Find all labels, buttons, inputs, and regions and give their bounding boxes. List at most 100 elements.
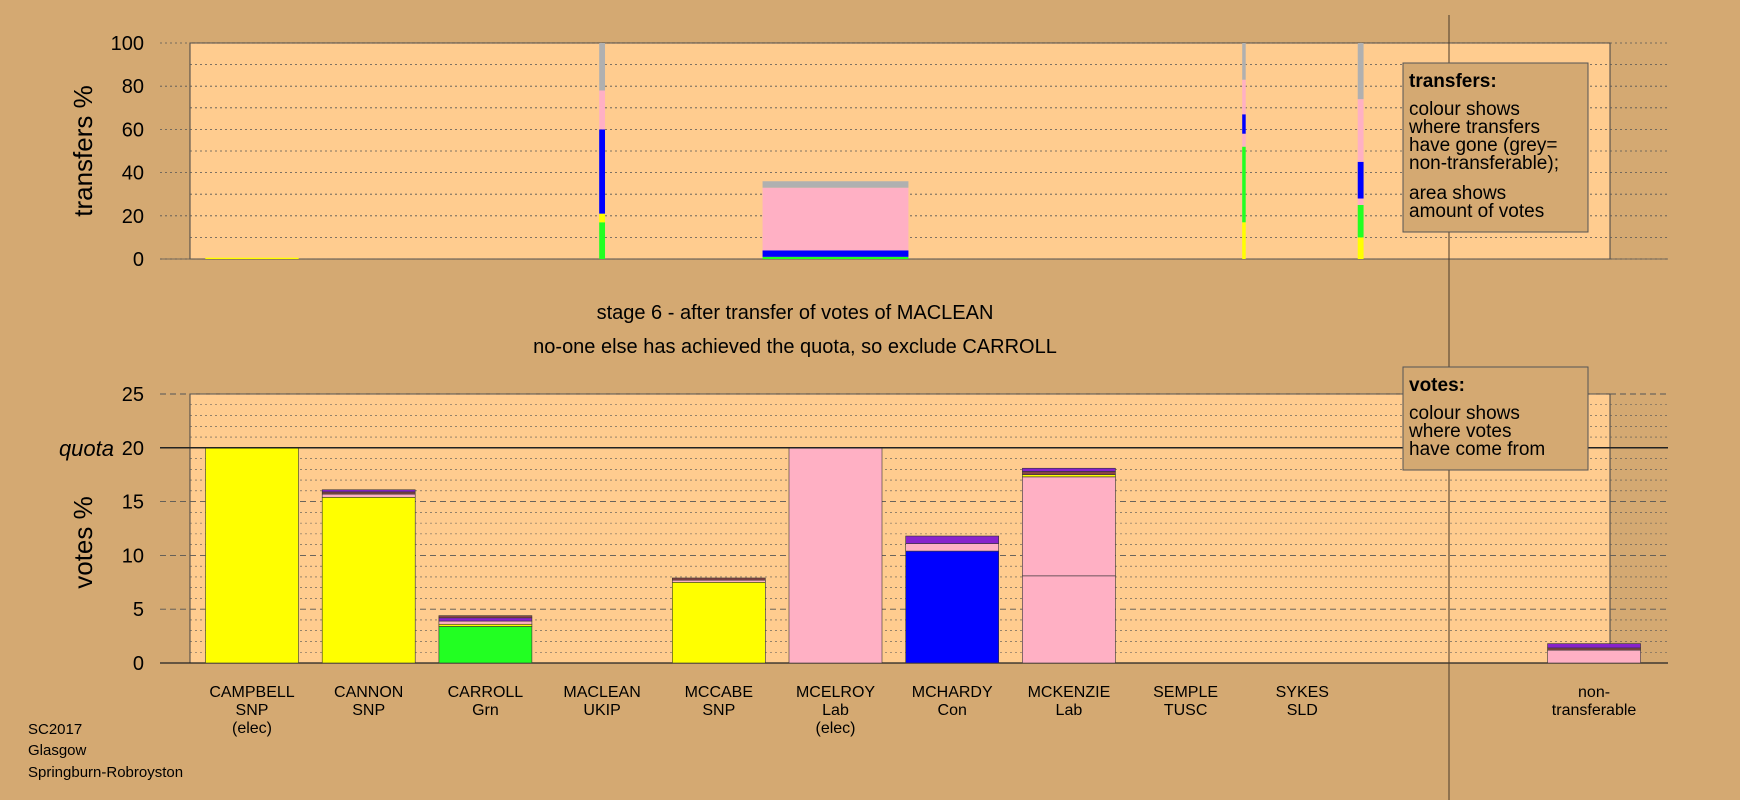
transfer-segment-lab (599, 90, 606, 130)
candidate-label: MACLEAN (563, 684, 640, 701)
candidate-label: (elec) (815, 720, 855, 737)
transfer-segment-grn (762, 256, 909, 259)
candidate-label: SYKES (1276, 684, 1329, 701)
transfer-segment-nontransferable (1357, 43, 1364, 100)
vote-segment-snp (205, 447, 299, 664)
votes-legend-title: votes: (1409, 375, 1465, 396)
candidate-label: SNP (236, 702, 269, 719)
transfer-segment-con (1242, 114, 1246, 134)
votes-y-tick-label: 0 (133, 653, 144, 675)
candidate-label: SNP (352, 702, 385, 719)
footer-election: SC2017 (28, 721, 82, 738)
transfer-segment-lab (1242, 79, 1246, 115)
vote-segment-other (321, 489, 416, 493)
transfer-segment-lab (1242, 133, 1246, 147)
transfers-legend-title: transfers: (1409, 71, 1497, 92)
transfers-y-tick-label: 60 (122, 119, 144, 141)
footer-council: Glasgow (28, 742, 87, 759)
transfers-legend-line: non-transferable); (1409, 153, 1559, 174)
transfer-segment-nontransferable (762, 181, 909, 188)
transfers-legend: transfers: colour shows where transfers … (1402, 62, 1589, 233)
votes-y-tick-label: 15 (122, 492, 144, 514)
candidate-label: MCELROY (796, 684, 875, 701)
transfers-y-axis-label: transfers % (68, 85, 98, 217)
candidate-labels: CAMPBELLSNP(elec)CANNONSNPCARROLLGrnMACL… (209, 684, 1636, 737)
votes-legend: votes: colour shows where votes have com… (1402, 366, 1589, 471)
candidate-label: TUSC (1164, 702, 1208, 719)
vote-segment-other (905, 535, 1000, 544)
transfers-y-tick-label: 0 (133, 249, 144, 271)
transfers-panel: 0 20 40 60 80 100 transfers % (68, 33, 1668, 271)
transfer-segment-snp (1357, 237, 1364, 259)
transfer-segment-snp (1242, 222, 1246, 259)
vote-segment-lab (1547, 649, 1641, 664)
votes-legend-line: have come from (1409, 439, 1545, 460)
votes-y-tick-label: 10 (122, 545, 144, 567)
transfer-segment-nontransferable (599, 43, 606, 91)
vote-segment-lab (438, 620, 533, 625)
transfers-y-tick-label: 40 (122, 163, 144, 185)
vote-segment-lab (671, 579, 766, 583)
transfer-segment-grn (1357, 205, 1364, 238)
votes-y-axis-label: votes % (68, 496, 98, 589)
vote-segment-lab (1022, 476, 1116, 577)
candidate-label: Grn (472, 702, 499, 719)
candidate-label: Con (938, 702, 967, 719)
vote-segment-other (1547, 643, 1641, 649)
candidate-label: CANNON (334, 684, 403, 701)
candidate-label: CAMPBELL (209, 684, 294, 701)
vote-segment-dark (438, 615, 533, 619)
candidate-label: (elec) (232, 720, 272, 737)
votes-y-tick-label: 20 (122, 438, 144, 460)
transfers-legend-line: where transfers (1408, 117, 1540, 138)
vote-segment-snp (321, 496, 416, 664)
stage-title: stage 6 - after transfer of votes of MAC… (597, 302, 994, 324)
transfer-segment-con (1357, 161, 1364, 199)
vote-segment-other (438, 617, 533, 622)
votes-legend-line: colour shows (1409, 403, 1520, 424)
candidate-label: Lab (1056, 702, 1083, 719)
transfers-y-tick-label: 100 (111, 33, 144, 55)
vote-segment-snp (671, 581, 766, 664)
quota-label: quota (59, 436, 114, 461)
votes-y-ticks: 0 5 10 15 25 20 (122, 384, 144, 675)
transfers-y-ticks: 0 20 40 60 80 100 (111, 33, 144, 271)
vote-segment-dark (1022, 471, 1116, 475)
transfer-segment-lab (1357, 198, 1364, 205)
vote-segment-lab (905, 543, 1000, 552)
vote-segment-snp (1022, 474, 1116, 478)
transfer-segment-grn (599, 222, 606, 259)
transfer-segment-grn (1242, 146, 1246, 223)
votes-legend-box (1402, 366, 1589, 471)
candidate-label: MCKENZIE (1028, 684, 1111, 701)
vote-segment-lab (1022, 575, 1116, 664)
candidate-label: MCCABE (685, 684, 753, 701)
transfer-segment-snp (205, 257, 299, 259)
votes-plot-area (189, 393, 1611, 664)
vote-segment-dark (1547, 647, 1641, 651)
vote-segment-con (905, 550, 1000, 664)
vote-segment-other (1022, 467, 1116, 472)
candidate-label: MCHARDY (912, 684, 993, 701)
candidate-label: SLD (1287, 702, 1318, 719)
transfer-segment-con (599, 129, 606, 214)
vote-segment-snp (438, 623, 533, 627)
vote-segment-dark (321, 491, 416, 495)
transfers-y-tick-label: 80 (122, 76, 144, 98)
transfers-legend-line: colour shows (1409, 99, 1520, 120)
transfers-y-tick-label: 20 (122, 206, 144, 228)
candidate-label: SEMPLE (1153, 684, 1218, 701)
transfer-segment-nontransferable (1242, 43, 1246, 80)
vote-segment-dark (671, 577, 766, 581)
transfer-segment-lab (1357, 99, 1364, 162)
transfer-segment-snp (599, 213, 606, 223)
votes-bars (205, 447, 1641, 664)
vote-segment-grn (438, 626, 533, 664)
vote-segment-lab (321, 493, 416, 498)
candidate-label: transferable (1552, 702, 1637, 719)
votes-legend-line: where votes (1408, 421, 1511, 442)
candidate-label: non- (1578, 684, 1610, 701)
transfers-legend-box (1402, 62, 1589, 233)
